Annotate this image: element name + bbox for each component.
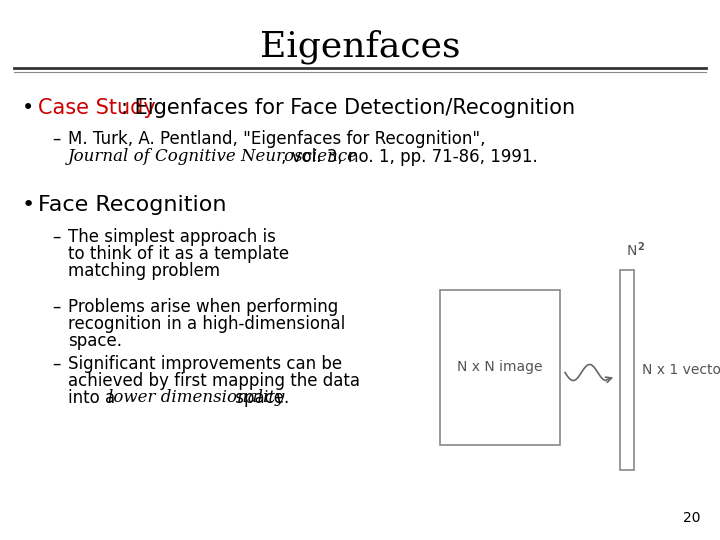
Text: 20: 20 <box>683 511 700 525</box>
Text: Face Recognition: Face Recognition <box>38 195 227 215</box>
Bar <box>620 270 634 470</box>
Text: Significant improvements can be: Significant improvements can be <box>68 355 342 373</box>
Text: matching problem: matching problem <box>68 262 220 280</box>
Text: to think of it as a template: to think of it as a template <box>68 245 289 263</box>
Text: –: – <box>52 298 60 316</box>
Text: N x N image: N x N image <box>457 361 543 375</box>
Text: into a: into a <box>68 389 120 407</box>
Text: The simplest approach is: The simplest approach is <box>68 228 276 246</box>
Text: –: – <box>52 228 60 246</box>
Text: Journal of Cognitive Neuroscience: Journal of Cognitive Neuroscience <box>68 148 358 165</box>
Text: : Eigenfaces for Face Detection/Recognition: : Eigenfaces for Face Detection/Recognit… <box>121 98 575 118</box>
Text: 2: 2 <box>637 242 644 252</box>
Text: •: • <box>22 195 35 215</box>
Bar <box>440 290 560 445</box>
Text: N x 1 vector: N x 1 vector <box>642 363 720 377</box>
Text: space.: space. <box>68 332 122 350</box>
Text: –: – <box>52 130 60 148</box>
Text: space.: space. <box>230 389 289 407</box>
Text: Problems arise when performing: Problems arise when performing <box>68 298 338 316</box>
Text: M. Turk, A. Pentland, "Eigenfaces for Recognition",: M. Turk, A. Pentland, "Eigenfaces for Re… <box>68 130 485 148</box>
Text: , vol. 3, no. 1, pp. 71-86, 1991.: , vol. 3, no. 1, pp. 71-86, 1991. <box>281 148 538 166</box>
Text: recognition in a high-dimensional: recognition in a high-dimensional <box>68 315 346 333</box>
Text: N: N <box>627 244 637 258</box>
Text: •: • <box>22 98 35 118</box>
Text: achieved by first mapping the data: achieved by first mapping the data <box>68 372 360 390</box>
Text: lower dimensionality: lower dimensionality <box>108 389 284 406</box>
Text: Case Study: Case Study <box>38 98 156 118</box>
Text: Eigenfaces: Eigenfaces <box>260 30 460 64</box>
Text: –: – <box>52 355 60 373</box>
